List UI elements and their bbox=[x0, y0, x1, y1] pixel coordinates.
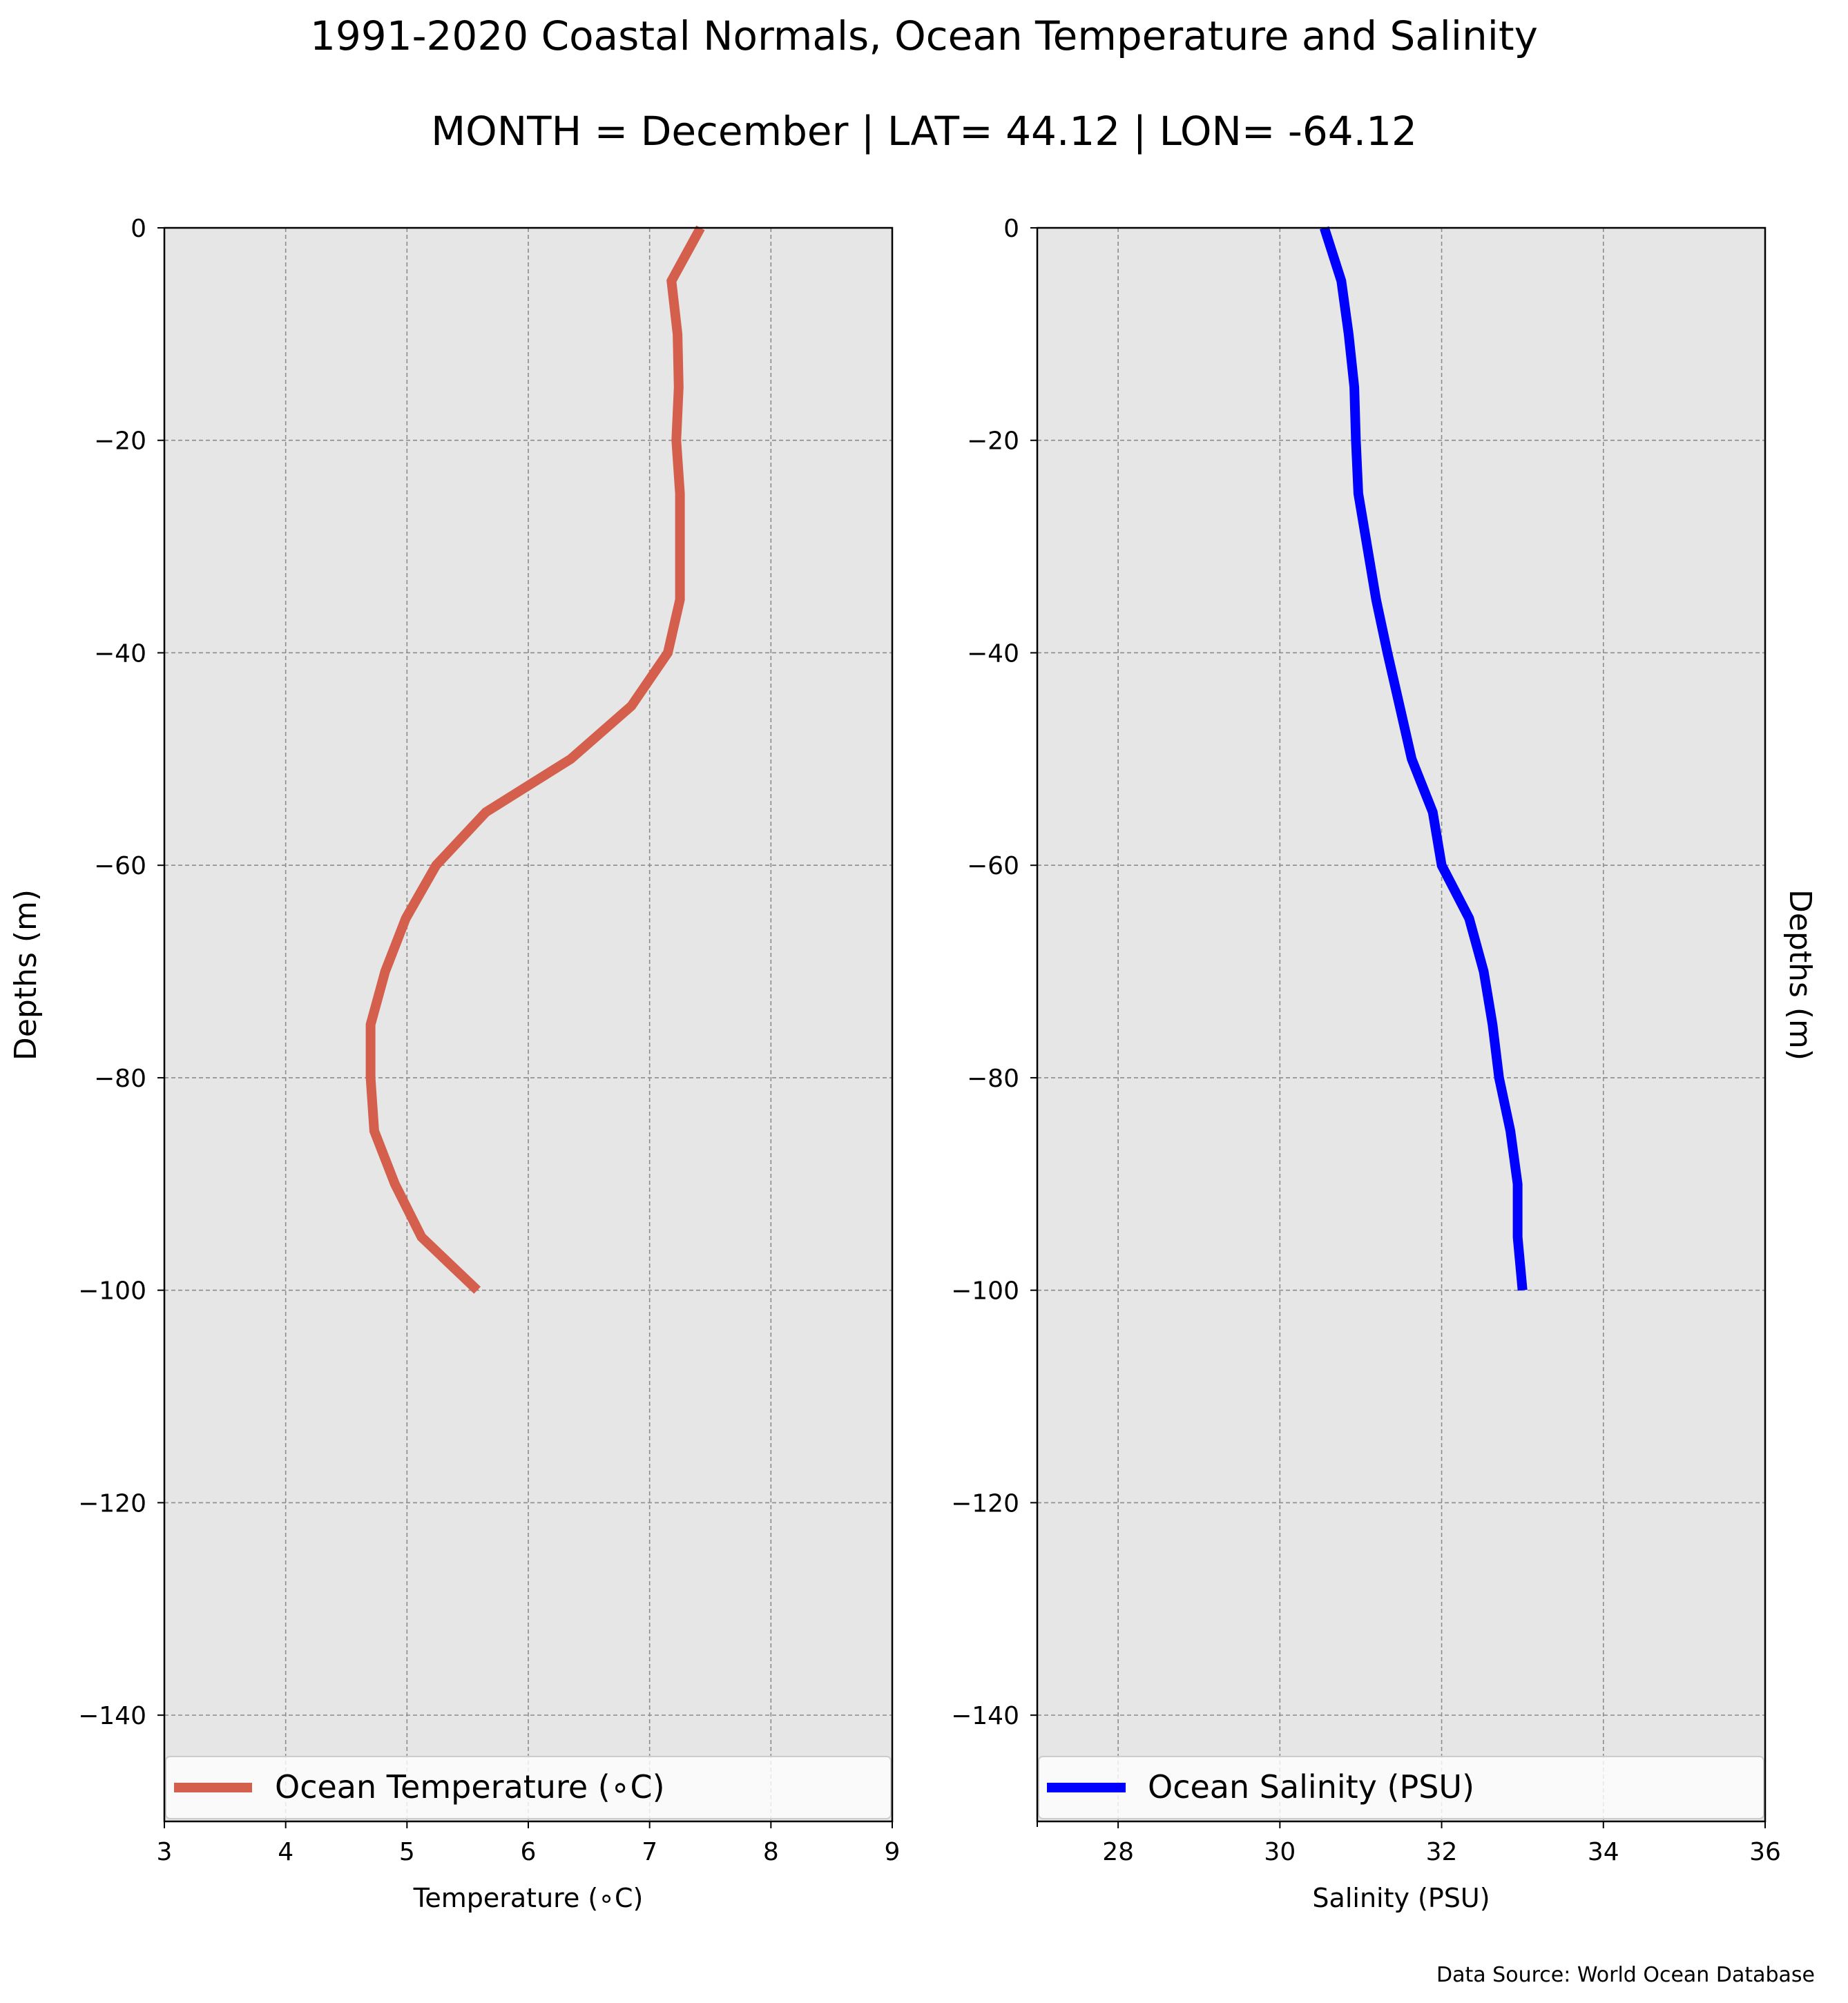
x-tick-label: 5 bbox=[399, 1838, 415, 1866]
y-tick-label: −120 bbox=[78, 1489, 146, 1518]
x-tick-label: 7 bbox=[642, 1838, 657, 1866]
panel-temperature: Ocean Temperature (∘C) 3 4 5 6 7 8 9 0 −20 −40 −60 −… bbox=[8, 215, 900, 1913]
y-tick-label: −20 bbox=[94, 427, 146, 456]
plot-area bbox=[1037, 228, 1765, 1821]
axes-frame bbox=[1036, 226, 1767, 1823]
x-tick-label: 9 bbox=[885, 1838, 901, 1866]
y-axis-label: Depths (m) bbox=[8, 889, 44, 1061]
right-ylabel: Depths (m) bbox=[1782, 889, 1818, 1061]
y-tick-label: −60 bbox=[94, 852, 146, 880]
x-axis-label: Salinity (PSU) bbox=[1312, 1883, 1490, 1913]
legend-label: Ocean Salinity (PSU) bbox=[1148, 1768, 1474, 1806]
legend-box bbox=[1038, 1756, 1764, 1819]
x-tick-label: 8 bbox=[763, 1838, 779, 1866]
panel-salinity: Ocean Salinity (PSU) 28 30 32 34 36 0 −20 −40 −60… bbox=[951, 215, 1781, 1913]
series-line bbox=[365, 225, 705, 1294]
x-tick-label: 36 bbox=[1749, 1838, 1781, 1866]
legend: Ocean Temperature (∘C) bbox=[165, 1756, 892, 1819]
legend: Ocean Salinity (PSU) bbox=[1038, 1756, 1764, 1819]
y-tick-label: −20 bbox=[967, 427, 1019, 456]
x-tick-label: 28 bbox=[1102, 1838, 1134, 1866]
chart-panels: Ocean Temperature (∘C)3 4 5 6 7 8 90−20−40−60−… bbox=[8, 215, 1781, 1913]
y-tick-label: −140 bbox=[951, 1702, 1019, 1730]
x-tick-label: 32 bbox=[1426, 1838, 1458, 1866]
x-tick-label: 34 bbox=[1588, 1838, 1619, 1866]
y-tick-label: −60 bbox=[967, 852, 1019, 880]
y-tick-label: −80 bbox=[94, 1065, 146, 1093]
y-tick-label: −140 bbox=[78, 1702, 146, 1730]
legend-label: Ocean Temperature (∘C) bbox=[275, 1768, 665, 1806]
y-tick-label: 0 bbox=[131, 215, 146, 243]
chart-title: 1991-2020 Coastal Normals, Ocean Tempera… bbox=[310, 12, 1538, 59]
legend-box bbox=[165, 1756, 892, 1819]
x-tick-label: 6 bbox=[521, 1838, 537, 1866]
data-source-note: Data Source: World Ocean Database bbox=[1436, 1963, 1815, 1987]
x-tick-label: 30 bbox=[1264, 1838, 1296, 1866]
y-tick-label: −80 bbox=[967, 1065, 1019, 1093]
chart-subtitle: MONTH = December | LAT= 44.12 | LON= -64… bbox=[431, 108, 1417, 155]
series-line bbox=[1320, 226, 1528, 1291]
x-tick-label: 4 bbox=[278, 1838, 293, 1866]
y-tick-label: −100 bbox=[78, 1277, 146, 1306]
x-axis-label: Temperature (∘C) bbox=[413, 1883, 644, 1913]
y-tick-label: 0 bbox=[1003, 215, 1019, 243]
y-tick-label: −40 bbox=[94, 639, 146, 668]
y-tick-label: −40 bbox=[967, 639, 1019, 668]
y-tick-label: −120 bbox=[951, 1489, 1019, 1518]
y-tick-label: −100 bbox=[951, 1277, 1019, 1306]
x-tick-label: 3 bbox=[157, 1838, 173, 1866]
